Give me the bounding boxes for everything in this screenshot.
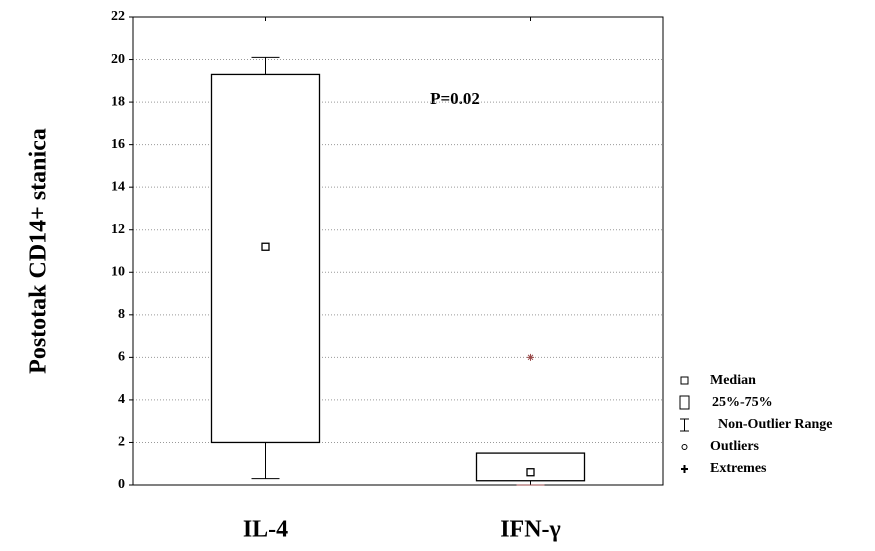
- legend-icon: [680, 376, 689, 385]
- box: [475, 452, 586, 482]
- median: [526, 468, 535, 477]
- y-tick-label: 10: [111, 264, 125, 279]
- y-tick-label: 20: [111, 52, 125, 67]
- y-tick-label: 2: [118, 435, 125, 450]
- legend: Median 25%-75% Non-Outlier Range Outlier…: [679, 373, 832, 476]
- legend-icon: [681, 444, 688, 450]
- y-axis-label: Postotak CD14+ stanica: [26, 128, 52, 374]
- y-tick-label: 16: [111, 137, 125, 152]
- legend-icon: [681, 465, 688, 473]
- legend-text: 25%-75%: [712, 395, 773, 410]
- y-tick-label: 14: [111, 179, 125, 194]
- legend-text: Median: [710, 373, 756, 388]
- y-tick-label: 8: [118, 307, 125, 322]
- y-tick-label: 4: [118, 392, 125, 407]
- median: [261, 242, 270, 251]
- annotation: P=0.02: [430, 89, 480, 108]
- extreme: [527, 353, 534, 361]
- legend-icon: [680, 418, 689, 432]
- x-tick-label: IFN-γ: [500, 517, 561, 543]
- y-tick-label: 18: [111, 94, 125, 109]
- box: [210, 73, 321, 444]
- y-tick-label: 22: [111, 9, 125, 24]
- y-tick-label: 12: [111, 222, 125, 237]
- legend-text: Extremes: [710, 461, 767, 476]
- legend-text: Non-Outlier Range: [718, 417, 832, 432]
- x-tick-label: IL-4: [243, 517, 288, 543]
- legend-text: Outliers: [710, 439, 760, 454]
- plot-frame: [132, 16, 664, 486]
- y-tick-label: 6: [118, 350, 125, 365]
- y-tick-label: 0: [118, 477, 125, 492]
- legend-icon: [679, 395, 690, 410]
